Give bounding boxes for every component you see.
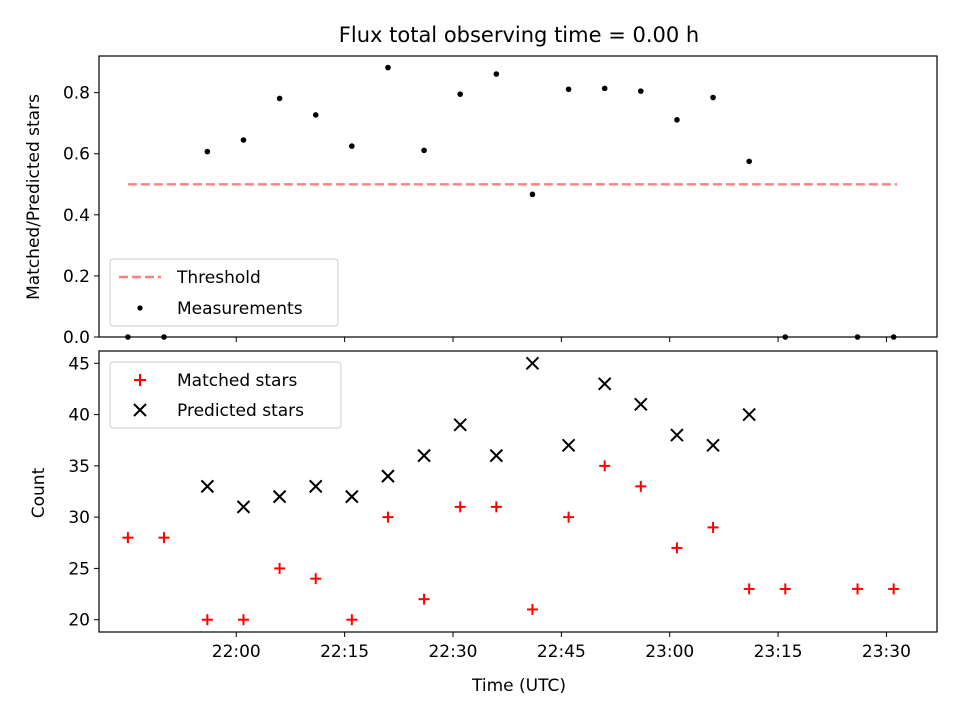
count-y-tick-label: 30 [68,508,90,528]
matched-star-point [852,583,864,595]
count-y-axis-label: Count [29,467,49,518]
ratio-marks [125,64,897,340]
measurement-point [421,147,427,154]
predicted-star-point [561,438,576,453]
ratio-y-tick-label: 0.4 [63,206,90,226]
matched-star-point [346,614,358,626]
count-y-tick-label: 35 [68,457,90,477]
matched-star-point [201,614,213,626]
matched-star-point [418,593,430,605]
measurement-point [674,117,680,123]
measurement-point [385,64,391,71]
predicted-star-point [706,438,720,453]
count-y-tick-label: 20 [68,611,90,631]
count-y-tick-label: 25 [68,559,90,579]
predicted-star-point [345,489,359,504]
matched-star-point [635,480,647,492]
count-x-tick-label: 23:00 [645,642,694,662]
measurement-point [240,137,247,143]
legend-threshold-label: Threshold [176,268,261,288]
ratio-y-tick-label: 0.0 [63,328,90,348]
predicted-star-point [634,397,648,412]
count-x-tick-label: 23:30 [862,642,911,662]
legend-matched-label: Matched stars [177,371,297,391]
ratio-panel: 0.00.20.40.60.8 Matched/Predicted stars … [24,55,938,348]
measurement-point [565,86,572,93]
predicted-star-point [525,356,540,371]
count-x-tick-label: 22:00 [212,642,261,662]
matched-star-point [671,542,683,554]
legend-matched-swatch [134,374,146,386]
count-x-tick-label: 23:15 [754,642,803,662]
measurement-point [601,85,608,92]
predicted-star-point [742,407,756,422]
predicted-star-point [417,448,431,463]
measurement-point [746,158,752,165]
matched-star-point [237,614,249,626]
count-panel: 20 25 30 35 40 45 22:00 22:15 22:30 22:45 23:00 23… [29,350,938,696]
count-x-ticks: 22:00 22:15 22:30 22:45 23:00 23:15 23:30 [212,632,911,662]
count-y-tick-label: 45 [68,354,90,374]
measurement-point [638,88,644,94]
legend-measurements-swatch [137,305,143,311]
matched-star-point [779,583,791,595]
matched-star-point [274,562,286,574]
measurement-point [276,95,283,102]
matched-star-point [454,501,466,513]
predicted-star-point [453,418,467,432]
matched-star-point [888,583,900,595]
predicted-star-point [670,428,684,442]
ratio-legend: Threshold Measurements [109,258,339,327]
measurement-point [493,71,500,77]
ratio-x-ticks [235,337,887,342]
count-legend: Matched stars Predicted stars [109,361,342,429]
ratio-y-tick-label: 0.6 [63,145,90,165]
legend-predicted-swatch [133,403,147,417]
measurement-point [457,91,464,97]
predicted-star-point [489,448,504,463]
matched-star-point [707,521,719,533]
matched-star-point [490,501,502,513]
predicted-star-point [272,489,287,504]
matched-star-point [743,583,755,595]
matched-star-point [158,532,170,544]
count-x-tick-label: 22:15 [320,642,369,662]
matched-star-point [563,511,575,523]
legend-measurements-label: Measurements [177,299,303,319]
matched-star-point [310,573,322,585]
chart-title: Flux total observing time = 0.00 h [339,23,699,47]
predicted-star-point [236,500,251,514]
predicted-star-point [309,479,323,494]
ratio-axes-frame [98,55,938,338]
ratio-y-ticks: 0.0 0.2 0.4 0.6 0.8 [63,84,99,348]
legend-predicted-label: Predicted stars [177,401,304,421]
measurement-point [710,94,716,101]
count-x-tick-label: 22:30 [428,642,477,662]
count-marks [122,356,900,626]
count-axes-frame [98,350,938,633]
predicted-star-point [381,469,395,483]
ratio-y-axis-label: Matched/Predicted stars [24,94,44,300]
measurement-point [529,191,536,198]
count-y-tick-label: 40 [68,406,90,426]
measurement-point [349,143,355,149]
measurement-point [204,148,211,155]
predicted-star-point [200,479,215,494]
ratio-y-tick-label: 0.2 [63,267,90,287]
predicted-star-point [597,377,612,391]
count-x-axis-label: Time (UTC) [471,676,566,696]
measurement-point [312,112,319,118]
count-x-tick-label: 22:45 [537,642,586,662]
matched-star-point [526,603,538,615]
ratio-y-tick-label: 0.8 [63,84,90,104]
count-y-ticks: 20 25 30 35 40 45 [68,354,99,631]
matched-star-point [122,532,134,544]
matched-star-point [599,460,611,472]
matched-star-point [382,511,394,523]
